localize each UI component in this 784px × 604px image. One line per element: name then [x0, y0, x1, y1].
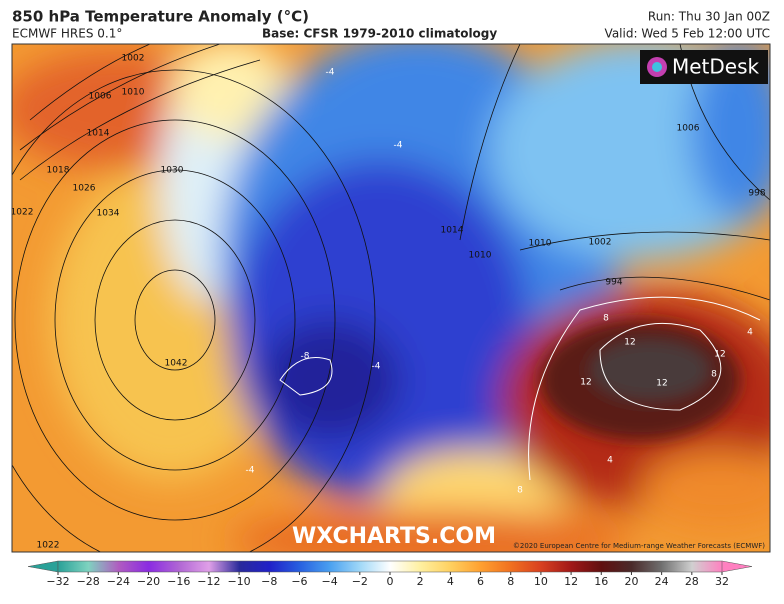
anomaly-label: 12	[714, 350, 725, 360]
isobar-label: 994	[605, 278, 622, 288]
isobar-label: 1006	[89, 92, 112, 102]
anomaly-label: -4	[326, 68, 335, 78]
colorbar-segment	[661, 561, 693, 572]
anomaly-label: -4	[246, 466, 255, 476]
colorbar-tick-label: −32	[46, 575, 69, 588]
isobar-label: 1002	[122, 54, 145, 64]
anomaly-label: 8	[517, 486, 523, 496]
valid: Valid: Wed 5 Feb 12:00 UTC	[605, 27, 770, 41]
colorbar-segment	[329, 561, 361, 572]
colorbar-segment	[299, 561, 331, 572]
colorbar-segment	[58, 561, 89, 572]
colorbar-segment	[239, 561, 270, 572]
run: Run: Thu 30 Jan 00Z	[648, 10, 770, 24]
anomaly-label: -4	[372, 362, 381, 372]
isobar-label: 1010	[469, 251, 492, 261]
isobar-label: 1010	[122, 88, 145, 98]
map-border	[11, 43, 771, 553]
colorbar-tick-label: 2	[417, 575, 424, 588]
colorbar-segment	[359, 561, 391, 572]
colorbar-tick-label: −2	[352, 575, 368, 588]
colorbar-tick-label: 12	[564, 575, 578, 588]
colorbar-segment	[691, 561, 723, 572]
anomaly-label: -4	[394, 141, 403, 151]
anomaly-label: 4	[607, 456, 613, 466]
isobar-label: 1014	[441, 226, 464, 236]
colorbar-end	[721, 560, 753, 573]
colorbar-tick-label: 6	[477, 575, 484, 588]
model: ECMWF HRES 0.1°	[12, 27, 122, 41]
colorbar-segment	[601, 561, 632, 572]
isobar-label: 1030	[161, 166, 184, 176]
isobar-label: 1034	[97, 209, 120, 219]
colorbar-tick-label: 28	[685, 575, 699, 588]
colorbar-segment	[269, 561, 300, 572]
colorbar-tick-label: −20	[137, 575, 160, 588]
colorbar-segment	[540, 561, 572, 572]
colorbar-tick-label: −16	[167, 575, 190, 588]
colorbar-segment	[420, 561, 451, 572]
colorbar-segment	[571, 561, 602, 572]
colorbar-segment	[208, 561, 240, 572]
colorbar-tick-label: −8	[261, 575, 277, 588]
copyright: ©2020 European Centre for Medium-range W…	[513, 542, 765, 550]
colorbar-tick-label: 8	[507, 575, 514, 588]
isobar-label: 1014	[87, 129, 110, 139]
colorbar-tick-label: −24	[107, 575, 130, 588]
colorbar-segment	[178, 561, 210, 572]
map: MetDesk WXCHARTS.COM ©2020 European Cent…	[11, 44, 770, 552]
colorbar: −32 −28 −24 −20 −16 −12 −10 −8 −6 −4 −2 0 2 4 6 8 10 12 16…	[27, 560, 753, 588]
isobar-label: 1026	[73, 184, 96, 194]
colorbar-segment	[88, 561, 119, 572]
isobar-label: 1042	[165, 359, 188, 369]
colorbar-tick-label: 20	[624, 575, 638, 588]
colorbar-segment	[390, 561, 421, 572]
colorbar-segment	[148, 561, 180, 572]
base: Base: CFSR 1979-2010 climatology	[262, 27, 497, 41]
colorbar-tick-label: 32	[715, 575, 729, 588]
title: 850 hPa Temperature Anomaly (°C)	[12, 8, 309, 26]
colorbar-tick-label: −12	[197, 575, 220, 588]
watermark: WXCHARTS.COM	[292, 524, 496, 549]
anomaly-label: 12	[580, 378, 591, 388]
colorbar-tick-label: 16	[594, 575, 608, 588]
colorbar-tick-label: −10	[227, 575, 250, 588]
anomaly-label: 4	[747, 328, 753, 338]
colorbar-tick-label: −4	[322, 575, 338, 588]
colorbar-tick-label: 0	[387, 575, 394, 588]
colorbar-tick-label: −28	[77, 575, 100, 588]
colorbar-segment	[450, 561, 482, 572]
colorbar-segment	[480, 561, 512, 572]
isobar-label: 1010	[529, 239, 552, 249]
anomaly-label: 8	[711, 370, 717, 380]
anomaly-label: -8	[301, 352, 310, 362]
colorbar-segment	[510, 561, 542, 572]
isobar-label: 998	[748, 189, 765, 199]
anomaly-label: 12	[624, 338, 635, 348]
colorbar-tick-label: 10	[534, 575, 548, 588]
isobar-label: 1022	[11, 208, 34, 218]
isobar-label: 1022	[37, 541, 60, 551]
isobar-label: 1006	[677, 124, 700, 134]
colorbar-tick-label: 24	[655, 575, 669, 588]
colorbar-tick-label: −6	[291, 575, 307, 588]
anomaly-label: 8	[603, 314, 609, 324]
isobar-label: 1018	[47, 166, 70, 176]
colorbar-segment	[631, 561, 663, 572]
colorbar-segment	[118, 561, 150, 572]
logo: MetDesk	[672, 55, 760, 79]
isobar-label: 1002	[589, 238, 612, 248]
anomaly-label: 12	[656, 379, 667, 389]
colorbar-end	[27, 560, 59, 573]
colorbar-tick-label: 4	[447, 575, 454, 588]
